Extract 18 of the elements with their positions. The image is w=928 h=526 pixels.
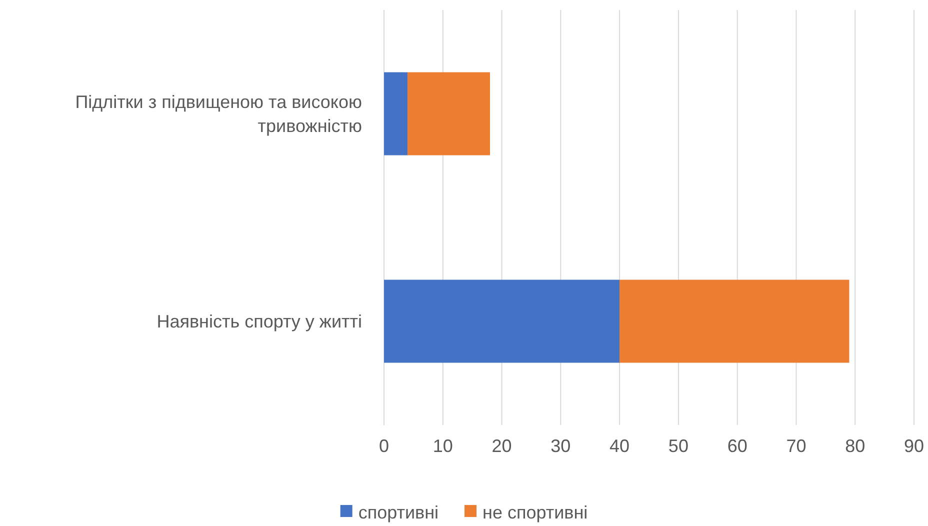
x-tick-label: 30 bbox=[550, 436, 571, 456]
x-tick-label: 0 bbox=[378, 436, 390, 456]
bar bbox=[384, 280, 620, 363]
x-tick-label: 70 bbox=[786, 436, 806, 456]
x-tick-label: 10 bbox=[432, 436, 453, 456]
bar bbox=[408, 72, 490, 156]
y-tick-label: Наявність спорту у житті bbox=[156, 312, 362, 332]
x-tick-label: 20 bbox=[492, 436, 512, 456]
y-tick-label: Підлітки з підвищеною та високою тривожністю bbox=[75, 92, 362, 136]
x-tick-label: 80 bbox=[845, 436, 866, 456]
x-tick-label: 40 bbox=[610, 436, 630, 456]
x-tick-label: 60 bbox=[727, 436, 748, 456]
x-tick-label: 50 bbox=[668, 436, 688, 456]
bar bbox=[384, 72, 408, 156]
legend-label: не спортивні bbox=[482, 502, 588, 522]
legend-label: спортивні bbox=[358, 502, 439, 522]
bar bbox=[620, 280, 850, 363]
x-tick-label: 90 bbox=[904, 436, 924, 456]
